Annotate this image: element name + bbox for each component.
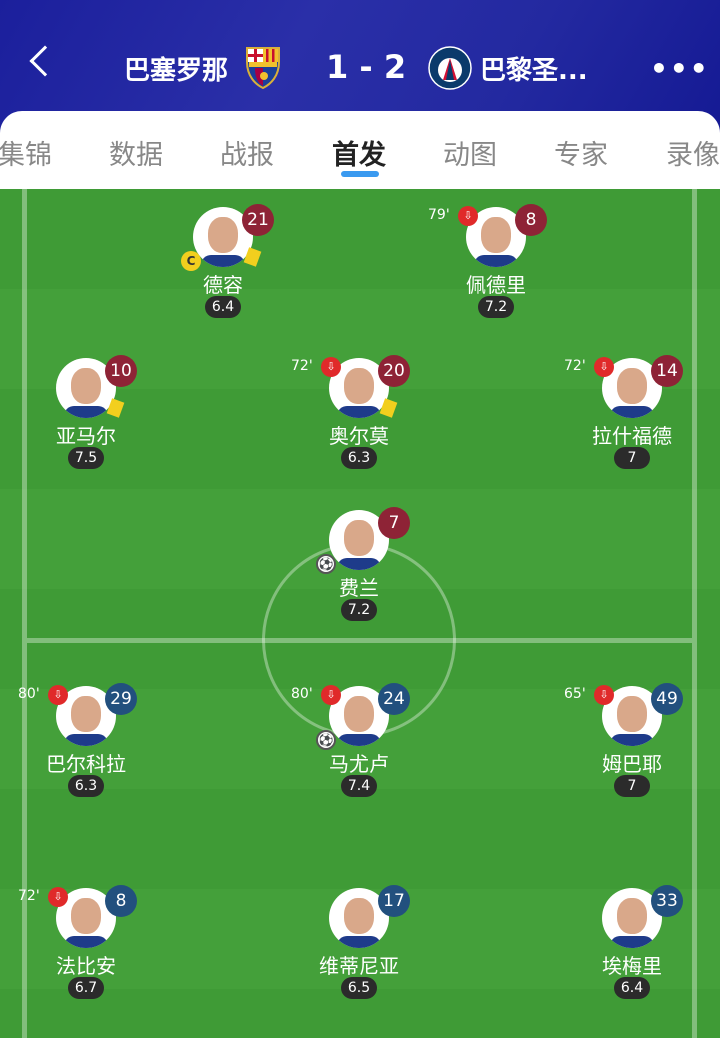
tab-report[interactable]: 战报 bbox=[220, 140, 274, 171]
player-rating: 7.4 bbox=[341, 775, 377, 797]
sub-minute: 72' bbox=[291, 358, 313, 374]
player-name: 姆巴耶 bbox=[602, 752, 662, 776]
player-name: 奥尔莫 bbox=[329, 424, 389, 448]
jersey-number: 20 bbox=[378, 355, 410, 387]
player-name: 维蒂尼亚 bbox=[319, 954, 399, 978]
sub-minute: 80' bbox=[291, 686, 313, 702]
player-name: 埃梅里 bbox=[602, 954, 662, 978]
back-icon[interactable] bbox=[29, 45, 61, 77]
player-name: 德容 bbox=[203, 273, 243, 297]
jersey-number: 29 bbox=[105, 683, 137, 715]
match-header: 巴塞罗那 1 - 2 巴黎圣... ••• bbox=[0, 0, 720, 130]
player-name: 亚马尔 bbox=[56, 424, 116, 448]
goal-ball-icon: ⚽ bbox=[316, 730, 336, 750]
player-name: 法比安 bbox=[56, 954, 116, 978]
substitution-out-icon: ⇩ bbox=[458, 206, 478, 226]
player-card[interactable]: 14 拉什福德 7 72' ⇩ bbox=[552, 355, 712, 478]
jersey-number: 17 bbox=[378, 885, 410, 917]
tab-bar: 集锦 数据 战报 首发 动图 专家 录像 bbox=[0, 111, 720, 189]
player-name: 费兰 bbox=[339, 576, 379, 600]
jersey-number: 10 bbox=[105, 355, 137, 387]
player-name: 佩德里 bbox=[466, 273, 526, 297]
player-name: 拉什福德 bbox=[592, 424, 672, 448]
home-team-name[interactable]: 巴塞罗那 bbox=[124, 56, 229, 86]
player-rating: 6.7 bbox=[68, 977, 104, 999]
player-card[interactable]: 17 维蒂尼亚 6.5 bbox=[279, 885, 439, 1008]
player-rating: 6.3 bbox=[68, 775, 104, 797]
jersey-number: 24 bbox=[378, 683, 410, 715]
tab-gifs[interactable]: 动图 bbox=[443, 140, 497, 171]
goal-ball-icon: ⚽ bbox=[316, 554, 336, 574]
jersey-number: 21 bbox=[242, 204, 274, 236]
player-card[interactable]: 49 姆巴耶 7 65' ⇩ bbox=[552, 683, 712, 806]
player-rating: 7.2 bbox=[478, 296, 514, 318]
tab-experts[interactable]: 专家 bbox=[554, 140, 608, 171]
active-tab-indicator bbox=[341, 171, 379, 177]
player-card[interactable]: 7 费兰 7.2 ⚽ bbox=[279, 507, 439, 630]
jersey-number: 7 bbox=[378, 507, 410, 539]
sub-minute: 65' bbox=[564, 686, 586, 702]
jersey-number: 8 bbox=[515, 204, 547, 236]
psg-crest-icon bbox=[428, 46, 472, 90]
player-card[interactable]: 20 奥尔莫 6.3 72' ⇩ bbox=[279, 355, 439, 478]
away-team-name[interactable]: 巴黎圣... bbox=[480, 56, 588, 86]
captain-badge: C bbox=[181, 251, 201, 271]
player-rating: 6.5 bbox=[341, 977, 377, 999]
jersey-number: 14 bbox=[651, 355, 683, 387]
tab-highlights[interactable]: 集锦 bbox=[0, 140, 52, 171]
tab-lineup[interactable]: 首发 bbox=[332, 140, 386, 171]
substitution-out-icon: ⇩ bbox=[594, 685, 614, 705]
jersey-number: 8 bbox=[105, 885, 137, 917]
player-rating: 7 bbox=[614, 447, 650, 469]
pitch: 21 德容 6.4 C 8 佩德里 7.2 79' ⇩ 10 亚马尔 7.5 20 奥尔莫 6.3 72' ⇩ 1… bbox=[0, 189, 720, 1038]
player-card[interactable]: 29 巴尔科拉 6.3 80' ⇩ bbox=[6, 683, 166, 806]
substitution-out-icon: ⇩ bbox=[321, 685, 341, 705]
sub-minute: 79' bbox=[428, 207, 450, 223]
more-icon[interactable]: ••• bbox=[650, 52, 710, 85]
substitution-out-icon: ⇩ bbox=[321, 357, 341, 377]
player-rating: 7.5 bbox=[68, 447, 104, 469]
player-card[interactable]: 10 亚马尔 7.5 bbox=[6, 355, 166, 478]
player-name: 马尤卢 bbox=[329, 752, 389, 776]
substitution-out-icon: ⇩ bbox=[594, 357, 614, 377]
player-card[interactable]: 8 法比安 6.7 72' ⇩ bbox=[6, 885, 166, 1008]
player-rating: 7 bbox=[614, 775, 650, 797]
sideline-left bbox=[22, 189, 27, 1038]
substitution-out-icon: ⇩ bbox=[48, 887, 68, 907]
tab-replay[interactable]: 录像 bbox=[666, 140, 720, 171]
player-card[interactable]: 8 佩德里 7.2 79' ⇩ bbox=[416, 204, 576, 327]
player-rating: 6.4 bbox=[205, 296, 241, 318]
player-name: 巴尔科拉 bbox=[46, 752, 126, 776]
barcelona-crest-icon bbox=[246, 47, 280, 90]
player-card[interactable]: 24 马尤卢 7.4 80' ⇩ ⚽ bbox=[279, 683, 439, 806]
player-card[interactable]: 33 埃梅里 6.4 bbox=[552, 885, 712, 1008]
substitution-out-icon: ⇩ bbox=[48, 685, 68, 705]
player-rating: 6.4 bbox=[614, 977, 650, 999]
jersey-number: 33 bbox=[651, 885, 683, 917]
jersey-number: 49 bbox=[651, 683, 683, 715]
sub-minute: 80' bbox=[18, 686, 40, 702]
player-rating: 6.3 bbox=[341, 447, 377, 469]
sideline-right bbox=[692, 189, 697, 1038]
sub-minute: 72' bbox=[18, 888, 40, 904]
tab-stats[interactable]: 数据 bbox=[109, 140, 163, 171]
sub-minute: 72' bbox=[564, 358, 586, 374]
player-card[interactable]: 21 德容 6.4 C bbox=[143, 204, 303, 327]
match-score: 1 - 2 bbox=[326, 48, 407, 86]
player-rating: 7.2 bbox=[341, 599, 377, 621]
